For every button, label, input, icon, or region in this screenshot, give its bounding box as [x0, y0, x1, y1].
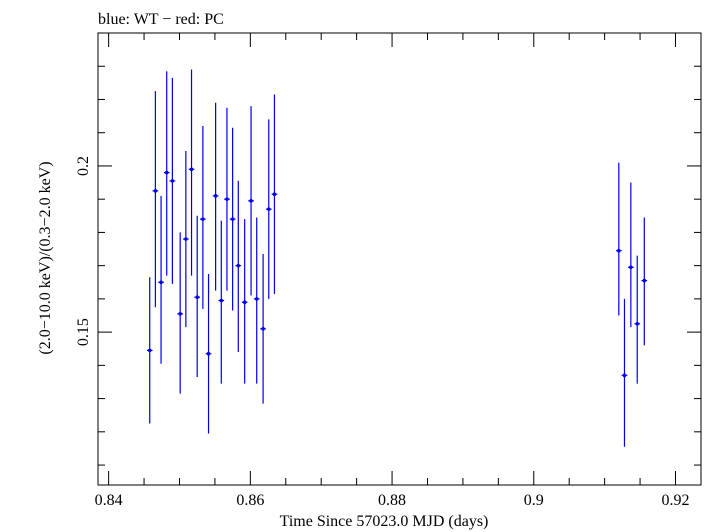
data-point [265, 119, 272, 299]
point-marker [642, 278, 647, 283]
axis-ticks [98, 32, 701, 485]
data-point [146, 277, 153, 424]
data-point [641, 217, 648, 346]
data-point [169, 77, 176, 284]
data-point [271, 94, 278, 294]
point-marker [184, 237, 188, 241]
y-axis-label: (2.0−10.0 keV)/(0.3−2.0 keV) [37, 161, 54, 354]
y-tick-label: 0.2 [75, 156, 92, 176]
point-marker [153, 189, 158, 193]
data-points [146, 69, 648, 447]
point-marker [219, 298, 224, 303]
point-marker [213, 194, 218, 198]
data-point [200, 126, 206, 309]
point-marker [159, 280, 163, 285]
data-point [621, 298, 628, 447]
point-marker [189, 167, 194, 172]
data-point [248, 106, 254, 296]
point-marker [201, 217, 205, 221]
point-marker [254, 297, 259, 301]
data-point [615, 162, 622, 316]
data-point [158, 195, 164, 364]
data-point [253, 217, 260, 384]
chart-title: blue: WT − red: PC [98, 11, 224, 28]
data-point [183, 150, 189, 328]
point-marker [170, 179, 175, 183]
point-marker [635, 322, 640, 326]
point-marker [225, 197, 229, 201]
point-marker [164, 170, 169, 175]
point-marker [230, 217, 235, 221]
y-tick-label: 0.15 [75, 318, 92, 346]
data-point [634, 255, 641, 384]
data-point [212, 102, 219, 291]
point-marker [272, 192, 277, 196]
data-point [224, 107, 230, 291]
data-point [194, 215, 201, 377]
data-point [229, 127, 236, 311]
point-marker [249, 199, 253, 203]
tick-labels: 0.84 0.86 0.88 0.9 0.92 0.15 0.2 [75, 156, 689, 509]
point-marker [195, 295, 200, 300]
point-marker [622, 373, 627, 378]
data-point [163, 71, 170, 276]
x-axis-label: Time Since 57023.0 MJD (days) [280, 513, 489, 530]
data-point [205, 273, 212, 434]
x-tick-label: 0.84 [95, 492, 123, 509]
point-marker [261, 326, 265, 331]
data-point [152, 91, 159, 308]
x-tick-label: 0.92 [661, 492, 689, 509]
x-tick-label: 0.86 [236, 492, 264, 509]
data-point [241, 219, 248, 384]
x-tick-label: 0.88 [378, 492, 406, 509]
data-point [628, 182, 634, 328]
data-point [235, 180, 242, 353]
x-tick-label: 0.9 [524, 492, 544, 509]
point-marker [242, 300, 247, 305]
data-point [188, 69, 195, 276]
point-marker [629, 265, 633, 270]
point-marker [147, 348, 152, 353]
plot-frame [97, 32, 702, 486]
data-point [260, 254, 266, 404]
point-marker [206, 351, 211, 356]
point-marker [178, 312, 182, 316]
data-point [177, 232, 184, 394]
point-marker [266, 207, 271, 211]
point-marker [236, 263, 241, 268]
point-marker [617, 248, 621, 253]
data-point [218, 220, 225, 384]
